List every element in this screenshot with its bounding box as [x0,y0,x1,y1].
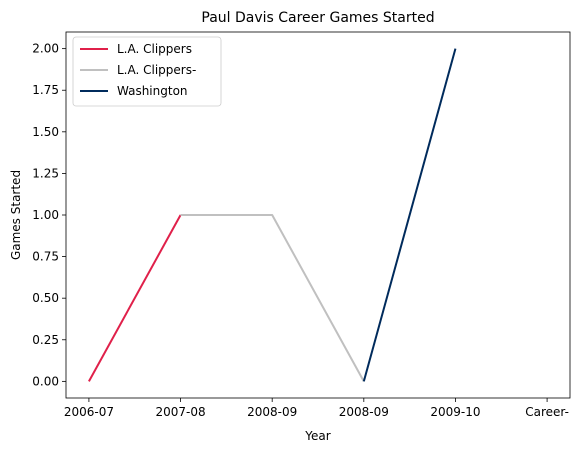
legend-box [72,36,222,107]
series-layer [88,48,457,382]
series-line-2 [180,214,365,382]
y-axis-title: Games Started [9,170,23,260]
x-tick-label: 2006-07 [64,405,114,419]
chart-title: Paul Davis Career Games Started [201,10,434,26]
legend-label: Washington [117,84,188,98]
y-tick-label: 0.00 [32,374,59,388]
legend-label: L.A. Clippers [117,42,192,56]
y-tick-label: 1.25 [32,166,59,180]
x-tick-label: Career- [525,405,569,419]
y-tick-label: 1.00 [32,208,59,222]
y-tick-label: 1.50 [32,125,59,139]
y-tick-label: 2.00 [32,42,59,56]
y-tick-label: 1.75 [32,83,59,97]
x-tick-label: 2007-08 [155,405,205,419]
legend-label: L.A. Clippers- [117,63,196,77]
x-tick-label: 2009-10 [430,405,480,419]
x-tick-label: 2008-09 [339,405,389,419]
y-tick-label: 0.25 [32,333,59,347]
x-tick-label: 2008-09 [247,405,297,419]
y-tick-label: 0.50 [32,291,59,305]
y-tick-label: 0.75 [32,250,59,264]
series-line-1 [88,214,182,382]
axes-layer: 2006-07 2007-08 2008-09 2008-09 2009-10 Caree… [32,31,571,419]
series-line-3 [362,48,457,382]
legend: L.A. Clippers L.A. Clippers- Washington [72,36,222,107]
x-axis-title: Year [304,429,330,443]
